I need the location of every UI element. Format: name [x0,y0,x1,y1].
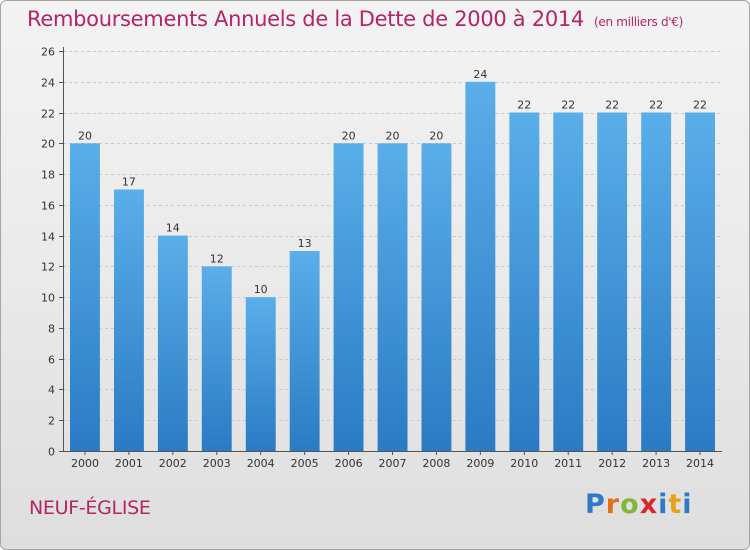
x-tick-label-2001: 2001 [115,457,143,470]
bar-2000 [70,143,100,452]
y-tick-label-14: 14 [41,231,55,244]
chart-title: Remboursements Annuels de la Dette de 20… [27,7,683,31]
y-tick-label-16: 16 [41,200,55,213]
x-tick-label-2011: 2011 [554,457,582,470]
x-tick-label-2006: 2006 [335,457,363,470]
axes [59,47,722,455]
value-label-2005: 13 [298,237,312,250]
x-tick-label-2012: 2012 [598,457,626,470]
bar-2009 [465,81,496,452]
bar-2001 [114,189,144,451]
x-tick-label-2009: 2009 [466,457,494,470]
value-label-2001: 17 [122,176,136,189]
labels: 0246810121416182022242620200017200114200… [41,46,714,471]
bar-2004 [245,297,276,451]
bar-2013 [641,112,672,451]
bar-2007 [377,143,408,452]
value-label-2009: 24 [473,68,487,81]
proxiti-logo[interactable]: Proxiti [585,489,693,520]
x-tick-label-2014: 2014 [686,457,714,470]
logo-letter-i2: i [682,489,693,520]
value-label-2014: 22 [693,99,707,112]
x-tick-label-2002: 2002 [159,457,187,470]
commune-name: NEUF-ÉGLISE [29,497,151,519]
bar-2011 [553,112,584,451]
y-tick-label-24: 24 [41,77,55,90]
value-label-2000: 20 [78,129,92,142]
x-tick-label-2010: 2010 [510,457,538,470]
y-tick-label-8: 8 [48,323,55,336]
value-label-2003: 12 [210,252,224,265]
y-tick-label-22: 22 [41,108,55,121]
value-label-2004: 10 [254,283,268,296]
logo-letter-t: t [668,489,683,520]
value-label-2007: 20 [386,129,400,142]
y-tick-label-10: 10 [41,292,55,305]
x-tick-label-2013: 2013 [642,457,670,470]
x-tick-label-2003: 2003 [203,457,231,470]
value-label-2006: 20 [342,129,356,142]
y-tick-label-26: 26 [41,46,55,59]
bar-2002 [157,235,188,451]
bar-2008 [421,143,452,452]
bar-2005 [289,251,320,451]
bar-2003 [201,266,232,451]
value-label-2010: 22 [517,99,531,112]
bar-2006 [333,143,364,452]
x-tick-label-2007: 2007 [379,457,407,470]
y-tick-label-0: 0 [48,446,55,459]
y-tick-label-18: 18 [41,169,55,182]
bars [70,81,715,452]
logo-letter-o: o [620,489,640,520]
value-label-2011: 22 [561,99,575,112]
value-label-2008: 20 [429,129,443,142]
logo-letter-p: P [585,489,606,520]
x-tick-label-2000: 2000 [71,457,99,470]
value-label-2002: 14 [166,222,180,235]
bar-2010 [509,112,540,451]
y-tick-label-2: 2 [48,415,55,428]
y-tick-label-20: 20 [41,138,55,151]
y-tick-label-12: 12 [41,261,55,274]
chart-title-text: Remboursements Annuels de la Dette de 20… [27,7,584,31]
x-tick-label-2005: 2005 [291,457,319,470]
y-tick-label-4: 4 [48,384,55,397]
x-tick-label-2004: 2004 [247,457,275,470]
value-label-2012: 22 [605,99,619,112]
logo-letter-i: i [658,489,669,520]
x-tick-label-2008: 2008 [422,457,450,470]
value-label-2013: 22 [649,99,663,112]
bar-2014 [685,112,715,451]
y-tick-label-6: 6 [48,354,55,367]
chart-unit: (en milliers d'€) [594,15,684,29]
logo-letter-r: r [605,489,621,520]
bar-2012 [597,112,628,451]
logo-letter-x: x [639,489,659,520]
